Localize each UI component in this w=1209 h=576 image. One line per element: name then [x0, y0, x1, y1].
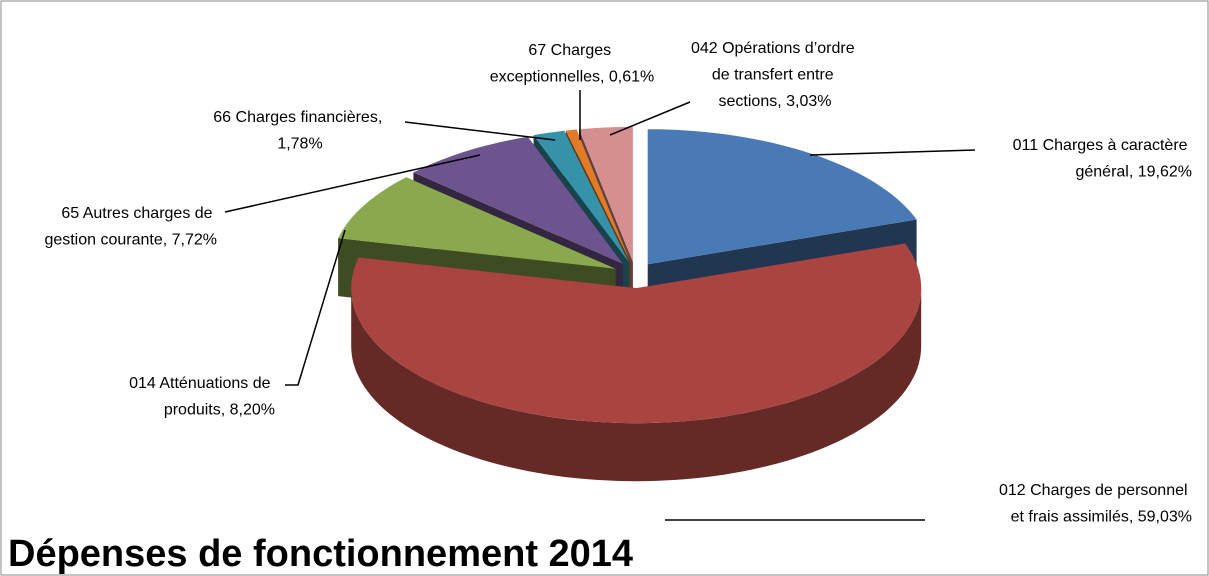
data-label-line: 042 Opérations d’ordre	[691, 40, 859, 57]
data-label: 67 Charges exceptionnelles, 0,61%	[490, 42, 655, 86]
data-label-line: sections, 3,03%	[719, 93, 832, 110]
pie-tops	[338, 126, 922, 424]
leader-line	[224, 154, 481, 213]
data-label-line: 1,78%	[277, 136, 322, 153]
data-label: 011 Charges à caractère général, 19,62%	[1013, 137, 1192, 181]
leader-line	[404, 121, 556, 141]
data-label-line: exceptionnelles, 0,61%	[490, 69, 655, 86]
data-label-line: 014 Atténuations de	[129, 375, 275, 392]
slice	[351, 243, 922, 424]
data-label-line: de transfert entre	[712, 67, 838, 84]
data-label: 014 Atténuations de produits, 8,20%	[129, 375, 275, 419]
data-label-line: et frais assimilés, 59,03%	[1011, 509, 1192, 526]
data-label: 65 Autres charges de gestion courante, 7…	[44, 205, 217, 249]
slice	[579, 126, 633, 262]
data-label-line: 012 Charges de personnel	[999, 482, 1192, 499]
chart-title: Dépenses de fonctionnement 2014	[8, 533, 633, 575]
slice	[338, 177, 616, 269]
data-label-line: 67 Charges	[528, 42, 615, 59]
data-label: 012 Charges de personnel et frais assimi…	[999, 482, 1192, 526]
data-label-line: 011 Charges à caractère	[1013, 137, 1192, 154]
data-labels: 011 Charges à caractère général, 19,62%0…	[44, 40, 1192, 526]
leader-line	[285, 229, 346, 386]
slice	[533, 130, 629, 263]
data-label-line: général, 19,62%	[1075, 164, 1192, 181]
leader-line	[609, 101, 691, 136]
slice	[647, 129, 917, 265]
leader-line	[809, 149, 976, 156]
data-label-line: 66 Charges financières,	[213, 109, 386, 126]
data-label-line: gestion courante, 7,72%	[44, 232, 217, 249]
data-label: 66 Charges financières, 1,78%	[213, 109, 386, 153]
slice-side	[351, 288, 922, 482]
data-label: 042 Opérations d’ordre de transfert entr…	[691, 40, 859, 110]
data-label-line: produits, 8,20%	[164, 402, 275, 419]
data-label-line: 65 Autres charges de	[61, 205, 217, 222]
slice	[565, 129, 631, 263]
slice	[413, 136, 623, 264]
